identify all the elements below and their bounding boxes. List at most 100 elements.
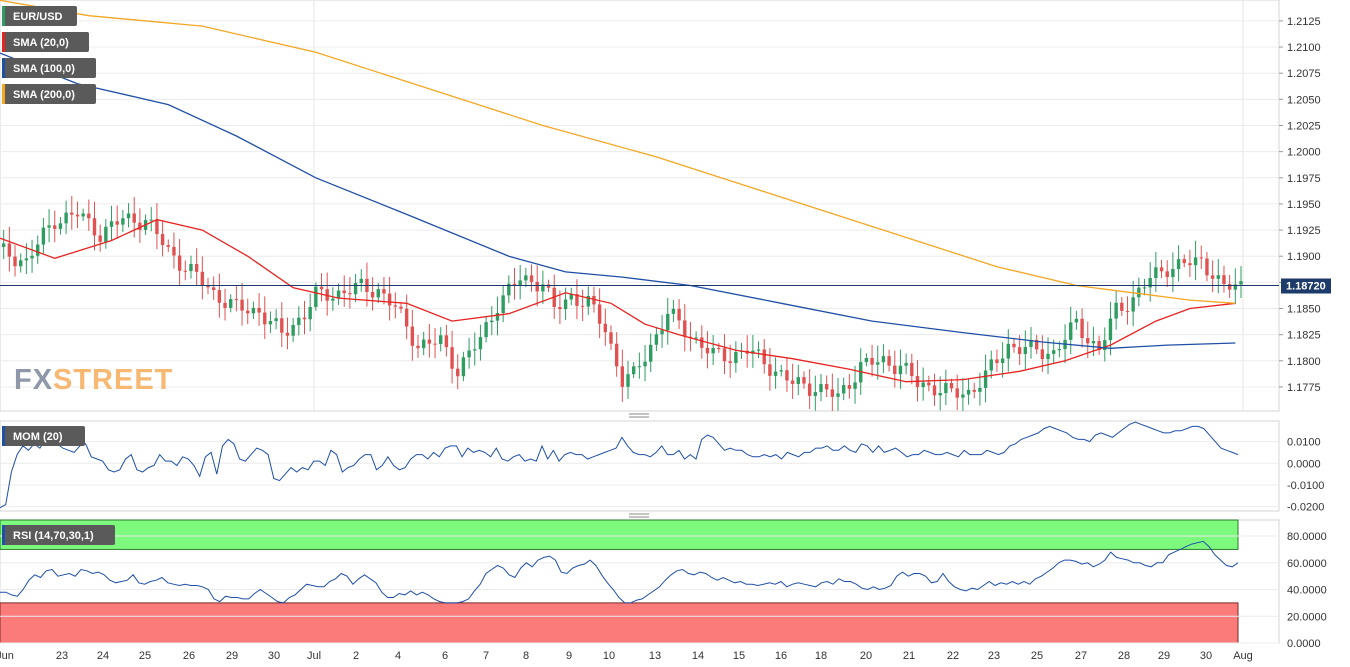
candle-body (1074, 318, 1079, 323)
candle-body (183, 270, 188, 272)
candle-down (887, 349, 891, 372)
candle-body (864, 358, 869, 363)
candle-body (1069, 322, 1073, 340)
candle-down (211, 276, 216, 300)
candle-body (1, 243, 6, 247)
candle-body (314, 286, 318, 307)
x-tick-label: 27 (1075, 650, 1087, 662)
candle-body (1091, 341, 1096, 344)
candle-body (563, 299, 568, 310)
candle-body (98, 235, 102, 242)
candle-body (711, 347, 715, 354)
candle-body (7, 243, 12, 257)
x-tick-label: 6 (442, 650, 448, 662)
candle-body (904, 362, 908, 366)
panel-resize-handle[interactable] (629, 413, 649, 418)
candle-body (370, 291, 375, 298)
candle-body (949, 383, 954, 389)
rsi-overbought-zone (0, 519, 1239, 550)
x-tick-label: 22 (947, 650, 959, 662)
candle-body (456, 368, 460, 377)
candle-up (983, 354, 988, 403)
candle-body (194, 264, 199, 272)
candle-body (802, 377, 806, 384)
svg-text:SMA (20,0): SMA (20,0) (13, 37, 69, 49)
legend-rsi[interactable]: RSI (14,70,30,1) (2, 525, 115, 545)
candle-up (961, 377, 965, 411)
candle-up (654, 327, 659, 352)
candle-body (887, 356, 891, 366)
candle-body (841, 385, 846, 394)
panel-resize-handle[interactable] (629, 513, 649, 518)
price-tick-label: 1.2125 (1287, 16, 1321, 28)
candle-up (291, 318, 295, 342)
candle-down (677, 299, 681, 330)
candle-up (353, 274, 358, 303)
candle-up (30, 239, 34, 273)
candle-body (251, 307, 256, 314)
candle-body (972, 389, 976, 392)
candle-down (558, 290, 562, 325)
candle-up (336, 283, 341, 305)
candle-body (285, 332, 290, 336)
candle-down (1222, 265, 1226, 293)
candle-body (132, 213, 136, 223)
legend-sma-100[interactable]: SMA (100,0) (2, 58, 96, 78)
candle-down (705, 331, 710, 369)
candle-down (580, 289, 585, 322)
candle-up (308, 293, 312, 332)
candle-body (319, 286, 324, 290)
candle-body (1017, 347, 1022, 354)
candle-down (115, 205, 119, 239)
candle-up (501, 285, 505, 323)
candle-body (728, 361, 732, 364)
candle-body (512, 283, 517, 286)
candle-down (223, 288, 227, 321)
candle-up (921, 367, 925, 401)
candle-down (683, 304, 687, 352)
candle-down (263, 296, 267, 339)
x-tick-label: 20 (860, 650, 872, 662)
candle-body (535, 281, 539, 292)
candle-up (773, 357, 778, 389)
rsi-tick-label: 40.0000 (1287, 585, 1327, 597)
candle-body (421, 339, 426, 349)
candle-body (631, 366, 636, 375)
legend-sma-20[interactable]: SMA (20,0) (2, 32, 89, 52)
price-tick-label: 1.1850 (1287, 304, 1321, 316)
momentum-tick-label: -0.0100 (1287, 480, 1324, 492)
candle-body (677, 308, 681, 321)
legend-sma-200[interactable]: SMA (200,0) (2, 84, 96, 104)
candle-up (569, 287, 573, 306)
x-tick-label: 30 (1200, 650, 1212, 662)
candle-up (881, 344, 886, 373)
x-tick-label: 14 (692, 650, 704, 662)
legend-momentum[interactable]: MOM (20) (2, 426, 85, 446)
candle-up (461, 351, 466, 382)
candle-body (1154, 267, 1158, 279)
candle-down (183, 260, 188, 281)
candle-body (376, 289, 380, 298)
candle-up (229, 294, 233, 313)
legend-eurusd[interactable]: EUR/USD (2, 6, 77, 26)
candle-down (433, 327, 437, 359)
candle-down (410, 310, 415, 361)
candle-down (1188, 249, 1192, 278)
candle-down (177, 239, 182, 286)
candle-body (302, 317, 307, 320)
price-panel (0, 0, 1280, 412)
candle-body (427, 339, 432, 344)
candle-down (1205, 251, 1209, 282)
candle-up (734, 341, 738, 373)
candle-body (1171, 268, 1175, 278)
svg-text:1.18720: 1.18720 (1286, 281, 1326, 293)
candle-up (660, 315, 664, 348)
candle-body (898, 365, 903, 375)
candle-body (53, 225, 57, 229)
momentum-plot (0, 421, 1239, 509)
candle-body (268, 321, 273, 325)
momentum-tick-label: 0.0000 (1287, 458, 1321, 470)
candle-up (756, 341, 761, 359)
candle-body (121, 218, 125, 225)
candle-body (353, 282, 358, 295)
